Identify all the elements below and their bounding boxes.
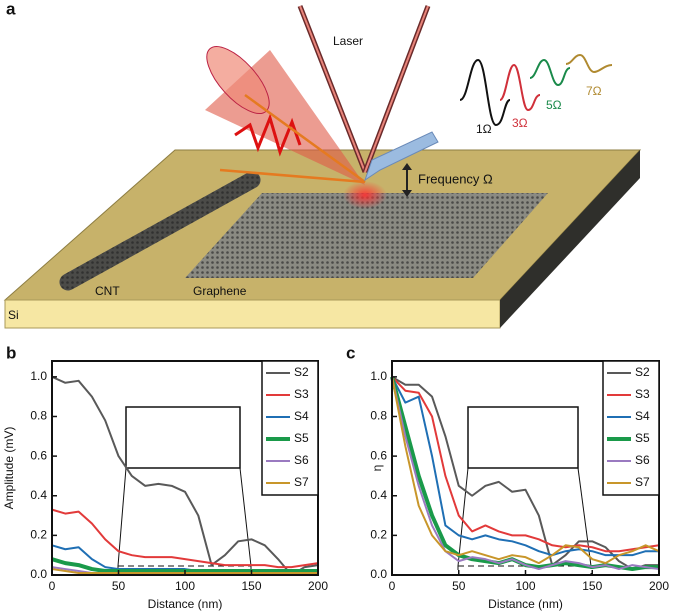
x-tick-label: 0 bbox=[49, 579, 56, 593]
x-tick-label: 200 bbox=[649, 579, 669, 593]
panel-label: b bbox=[6, 343, 16, 362]
series-line bbox=[391, 376, 659, 557]
series-line bbox=[391, 376, 660, 571]
legend-label: S5 bbox=[635, 431, 650, 445]
legend-label: S3 bbox=[635, 387, 650, 401]
legend-label: S5 bbox=[294, 431, 309, 445]
legend-label: S4 bbox=[294, 409, 309, 423]
legend-label: S4 bbox=[635, 409, 650, 423]
legend-label: S7 bbox=[294, 475, 309, 489]
y-tick-label: 0.6 bbox=[30, 448, 47, 462]
legend-label: S2 bbox=[294, 365, 309, 379]
y-tick-label: 0.2 bbox=[370, 528, 387, 542]
x-tick-label: 150 bbox=[241, 579, 261, 593]
graphene-label: Graphene bbox=[193, 284, 247, 298]
y-tick-label: 0.0 bbox=[370, 567, 387, 581]
x-tick-label: 150 bbox=[582, 579, 602, 593]
legend-label: S7 bbox=[635, 475, 650, 489]
y-tick-label: 1.0 bbox=[370, 369, 387, 383]
panel-label: a bbox=[6, 0, 16, 18]
schematic bbox=[3, 5, 642, 329]
wave-label: 5Ω bbox=[546, 98, 562, 112]
legend-label: S3 bbox=[294, 387, 309, 401]
y-tick-label: 1.0 bbox=[30, 369, 47, 383]
x-tick-label: 50 bbox=[452, 579, 466, 593]
legend-box bbox=[261, 360, 319, 496]
series-line bbox=[51, 508, 319, 569]
series-line bbox=[51, 557, 318, 574]
wave-label: 1Ω bbox=[476, 122, 492, 136]
cnt-label: CNT bbox=[95, 284, 120, 298]
series-line bbox=[391, 376, 660, 565]
x-axis-label: Distance (nm) bbox=[488, 597, 563, 611]
x-tick-label: 0 bbox=[389, 579, 396, 593]
frequency-label: Frequency Ω bbox=[418, 171, 493, 186]
panel-label: c bbox=[346, 343, 355, 362]
series-line bbox=[391, 375, 659, 571]
y-tick-label: 0.4 bbox=[370, 488, 387, 502]
legend-label: S6 bbox=[294, 453, 309, 467]
legend-label: S6 bbox=[635, 453, 650, 467]
si-label: Si bbox=[8, 308, 19, 322]
x-axis-label: Distance (nm) bbox=[148, 597, 223, 611]
series-line bbox=[51, 375, 319, 576]
inset-frame bbox=[117, 406, 592, 576]
legend-label: S2 bbox=[635, 365, 650, 379]
x-tick-label: 100 bbox=[175, 579, 195, 593]
wave-label: 7Ω bbox=[586, 84, 602, 98]
wave-label: 3Ω bbox=[512, 116, 528, 130]
y-tick-label: 0.6 bbox=[370, 448, 387, 462]
y-tick-label: 0.2 bbox=[30, 528, 47, 542]
y-tick-label: 0.8 bbox=[30, 409, 47, 423]
y-tick-label: 0.8 bbox=[370, 409, 387, 423]
legend-box bbox=[602, 360, 660, 496]
series-line bbox=[391, 376, 660, 553]
y-axis-label: Amplitude (mV) bbox=[2, 427, 16, 510]
y-axis-label: η bbox=[370, 465, 384, 472]
x-tick-label: 100 bbox=[515, 579, 535, 593]
x-tick-label: 50 bbox=[112, 579, 126, 593]
y-tick-label: 0.4 bbox=[30, 488, 47, 502]
x-tick-label: 200 bbox=[308, 579, 328, 593]
laser-label: Laser bbox=[333, 34, 363, 48]
y-tick-label: 0.0 bbox=[30, 567, 47, 581]
